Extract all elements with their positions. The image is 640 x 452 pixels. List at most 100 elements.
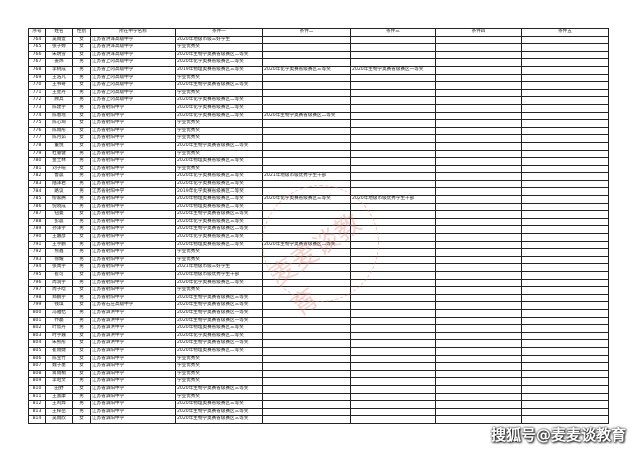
table-cell: 2020年物理奥赛省级赛区三等奖: [175, 324, 263, 333]
table-cell: [435, 301, 522, 310]
table-cell: [435, 141, 522, 151]
table-cell: 女: [72, 331, 91, 341]
column-header: 条件一: [175, 28, 263, 37]
table-cell: 男: [72, 103, 91, 113]
table-cell: 崔可: [45, 271, 73, 280]
table-cell: [521, 217, 609, 227]
table-cell: [435, 179, 522, 189]
table-cell: [262, 263, 351, 272]
table-cell: 2020年生物学奥赛省级赛区三等奖: [175, 210, 263, 219]
table-cell: 769: [28, 73, 46, 83]
table-cell: [350, 240, 436, 250]
table-cell: 2020年生物学奥赛省级赛区三等奖: [175, 415, 263, 424]
table-cell: 2020年化学奥赛省级赛区二等奖: [175, 58, 263, 67]
table-cell: 771: [28, 88, 46, 98]
table-cell: [435, 255, 522, 265]
table-cell: [350, 96, 436, 105]
table-cell: 姜炜: [45, 58, 73, 67]
table-cell: [350, 88, 436, 98]
table-row: 772 顾兵男江苏省上冈高级中学 2020年化学奥赛省级赛区二等奖: [28, 96, 609, 105]
table-row: 797 周子晗女江苏省射阳中学 学业优秀奖: [28, 286, 609, 295]
table-row: 766 朱明雪女江苏省洪泽高级中学 2020年生物学奥赛省级赛区二等奖: [28, 50, 609, 60]
table-cell: [262, 126, 351, 136]
table-cell: [435, 73, 522, 83]
table-cell: [350, 407, 436, 417]
table-cell: 路议: [45, 187, 73, 197]
table-cell: [521, 195, 609, 204]
table-row: 798 郑鹏宇男江苏省射阳中学 2020年生物学奥赛省级赛区三等奖: [28, 293, 609, 303]
table-cell: 江苏省泗洪中学: [90, 308, 176, 318]
table-cell: 江苏省射阳中学: [90, 119, 176, 128]
table-cell: [350, 81, 436, 90]
table-cell: [262, 377, 351, 386]
table-cell: 郑鹏宇: [45, 293, 73, 303]
table-cell: [435, 65, 522, 75]
table-cell: 王梓岳: [45, 407, 73, 417]
table-cell: [262, 286, 351, 295]
table-cell: [350, 126, 436, 136]
table-cell: 王富康: [45, 392, 73, 402]
table-row: 786 倪晓成男江苏省射阳中学 2020年物理奥赛省级赛区二等奖: [28, 202, 609, 212]
table-cell: 刘子暄: [45, 164, 73, 174]
table-cell: 女: [72, 369, 91, 379]
table-cell: 江苏省上冈高级中学: [90, 58, 176, 67]
table-cell: [262, 308, 351, 318]
table-cell: 2020年生物学奥赛省级赛区二等奖: [175, 225, 263, 235]
table-cell: [521, 331, 609, 341]
table-cell: 陈宝竹: [45, 354, 73, 364]
table-row: 771 王星丹男江苏省上冈高级中学 学业优秀奖: [28, 88, 609, 98]
table-cell: [521, 369, 609, 379]
table-row: 795 崔可女江苏省射阳中学 2020年地级市级优秀学生干部: [28, 271, 609, 280]
table-cell: [262, 255, 351, 265]
table-row: 785 缪家腾男江苏省射阳中学 2020年物理奥赛省级赛区二等奖 2020年化学奥赛省…: [28, 195, 609, 204]
table-cell: [521, 134, 609, 143]
table-cell: [435, 88, 522, 98]
table-cell: [262, 103, 351, 113]
table-cell: 795: [28, 271, 46, 280]
column-header: 条件四: [435, 28, 522, 37]
table-cell: [435, 233, 522, 242]
table-cell: 2020年化学奥赛省级赛区三等奖: [175, 172, 263, 181]
table-cell: 797: [28, 286, 46, 295]
table-cell: 张子婷: [45, 43, 73, 52]
table-cell: 江苏省泗阳中学: [90, 369, 176, 379]
table-cell: 顾兵: [45, 96, 73, 105]
table-cell: 2020年生物学奥赛省级赛区二等奖: [262, 240, 351, 250]
table-cell: 786: [28, 202, 46, 212]
table-cell: [262, 141, 351, 151]
table-cell: 江苏省射阳中学: [90, 202, 176, 212]
table-cell: [521, 103, 609, 113]
table-row: 780 金士林男江苏省射阳中学 2020年物理奥赛省级赛区三等奖: [28, 157, 609, 166]
table-cell: [262, 225, 351, 235]
table-cell: [521, 308, 609, 318]
table-cell: 钱琪: [45, 301, 73, 310]
table-cell: [262, 187, 351, 197]
table-cell: 徐耀: [45, 255, 73, 265]
table-cell: 2020年生物学奥赛省级赛区三等奖: [175, 81, 263, 90]
table-cell: 798: [28, 293, 46, 303]
table-cell: 女: [72, 126, 91, 136]
table-row: 808 蒋雨桐女江苏省泗阳中学 学业优秀奖: [28, 369, 609, 379]
table-row: 769 王浩凡男江苏省上冈高级中学 学业优秀奖: [28, 73, 609, 83]
table-cell: 789: [28, 225, 46, 235]
table-cell: 学业优秀奖: [175, 134, 263, 143]
table-cell: 男: [72, 278, 91, 288]
table-cell: [435, 354, 522, 364]
table-cell: [435, 164, 522, 174]
table-cell: [262, 278, 351, 288]
table-cell: 江苏省上冈高级中学: [90, 96, 176, 105]
table-cell: [521, 407, 609, 417]
table-cell: [521, 271, 609, 280]
table-cell: [350, 415, 436, 424]
table-row: 773 陈建宇男江苏省射阳中学 2020年化学奥赛省级赛区二等奖: [28, 103, 609, 113]
table-cell: [435, 50, 522, 60]
table-cell: 金士林: [45, 157, 73, 166]
table-cell: 2020年生物学奥赛省级赛区三等奖: [175, 407, 263, 417]
table-cell: [521, 316, 609, 326]
table-row: 789 孙泽宇男江苏省射阳中学 2020年生物学奥赛省级赛区二等奖: [28, 225, 609, 235]
table-cell: 781: [28, 164, 46, 174]
table-cell: 男: [72, 202, 91, 212]
table-row: 793 徐耀男江苏省射阳中学 学业优秀奖: [28, 255, 609, 265]
table-cell: 江苏省射阳中学: [90, 103, 176, 113]
table-cell: 男: [72, 240, 91, 250]
